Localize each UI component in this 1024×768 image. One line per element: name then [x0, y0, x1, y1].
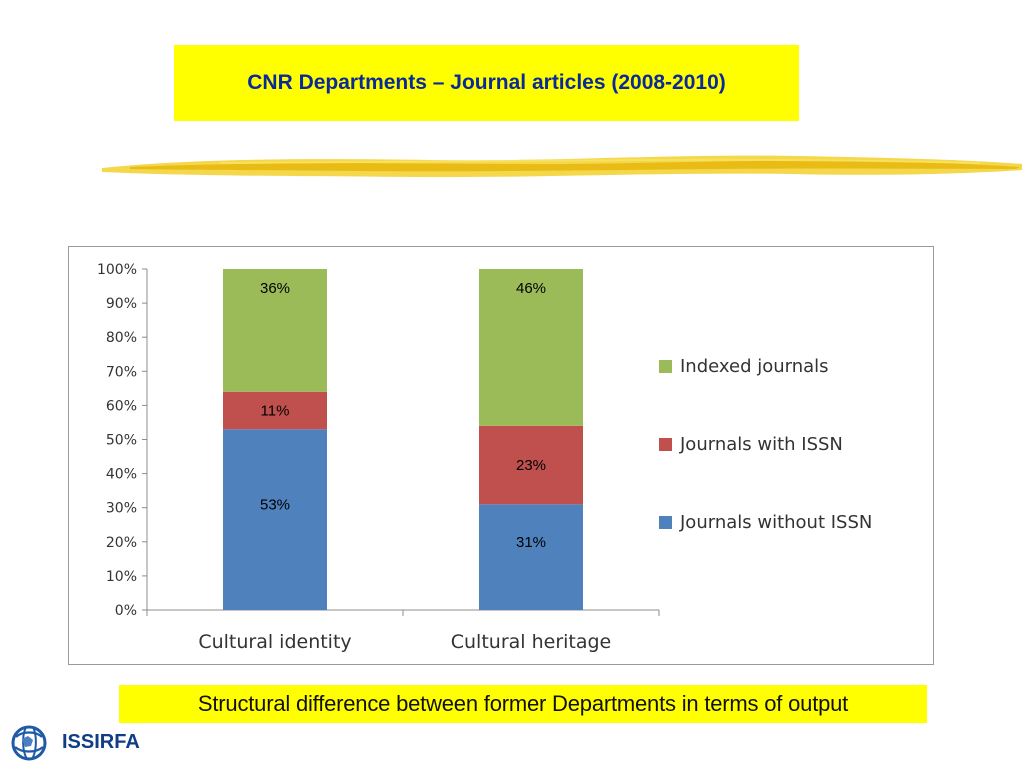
x-category-label: Cultural heritage: [451, 631, 612, 653]
y-tick-label: 100%: [97, 262, 137, 278]
data-label: 23%: [516, 457, 546, 474]
data-label: 53%: [260, 497, 290, 514]
legend-label: Indexed journals: [680, 356, 829, 377]
y-tick-label: 90%: [106, 296, 137, 312]
globe-logo-icon: [11, 725, 47, 761]
y-tick-label: 30%: [106, 501, 137, 517]
logo-text: ISSIRFA: [62, 730, 140, 753]
bar-segment: [479, 504, 583, 610]
title-banner: CNR Departments – Journal articles (2008…: [174, 45, 799, 121]
data-label: 31%: [516, 534, 546, 551]
y-tick-label: 50%: [106, 433, 137, 449]
issirfa-logo: ISSIRFA: [6, 716, 166, 768]
legend-label: Journals with ISSN: [679, 434, 843, 455]
bar-segment: [479, 425, 583, 505]
legend-swatch: [659, 438, 672, 451]
bar-segment: [223, 269, 327, 392]
bar-segment: [223, 391, 327, 430]
y-tick-label: 10%: [106, 569, 137, 585]
data-label: 11%: [261, 403, 290, 420]
data-label: 46%: [516, 280, 546, 297]
stacked-bar-chart: 0% 10% 20% 30% 40% 50% 60% 70% 80% 90% 100% 53% 11% 3…: [97, 262, 872, 653]
data-label: 36%: [260, 280, 290, 297]
decorative-brush-stroke: [102, 155, 1022, 178]
x-category-label: Cultural identity: [198, 631, 351, 653]
caption-banner: Structural difference between former Dep…: [119, 685, 927, 723]
legend-swatch: [659, 516, 672, 529]
slide-title: CNR Departments – Journal articles (2008…: [247, 71, 726, 94]
y-tick-label: 40%: [106, 467, 137, 483]
y-tick-label: 0%: [115, 603, 137, 619]
slide-caption: Structural difference between former Dep…: [197, 691, 849, 716]
y-tick-label: 60%: [106, 398, 137, 414]
y-tick-label: 20%: [106, 535, 137, 551]
chart-frame: 0% 10% 20% 30% 40% 50% 60% 70% 80% 90% 100% 53% 11% 3…: [68, 246, 934, 665]
y-tick-label: 70%: [106, 364, 137, 380]
legend-label: Journals without ISSN: [679, 512, 872, 533]
y-tick-label: 80%: [106, 330, 137, 346]
bar-segment: [479, 269, 583, 426]
legend-swatch: [659, 360, 672, 373]
bar-segment: [223, 429, 327, 610]
